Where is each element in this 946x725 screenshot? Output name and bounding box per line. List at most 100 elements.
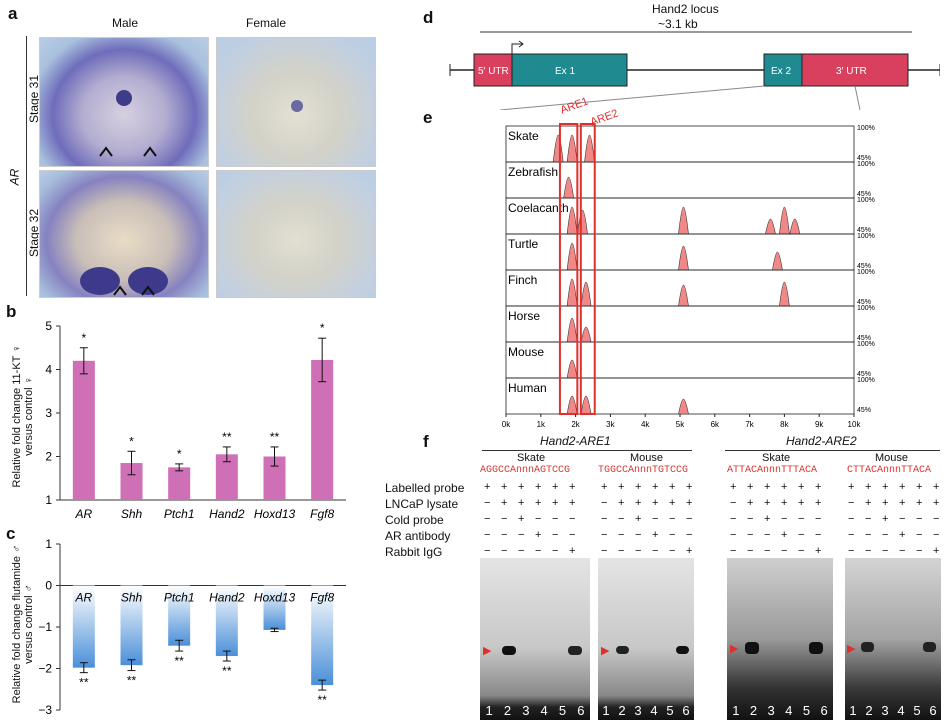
conservation-peak: [563, 176, 574, 199]
plusminus-cell: +: [618, 481, 625, 493]
conservation-peak: [765, 218, 776, 235]
gene-ar-label: AR: [7, 168, 22, 186]
plusminus-cell: +: [882, 481, 889, 493]
pct-high-label: 100%: [857, 269, 875, 276]
pct-high-label: 100%: [857, 197, 875, 204]
plusminus-cell: +: [933, 497, 940, 509]
bar: [72, 360, 95, 500]
significance-mark: **: [174, 654, 184, 668]
species-label: Horse: [508, 309, 540, 323]
plusminus-cell: −: [569, 513, 576, 525]
category-label: Hoxd13: [254, 507, 296, 521]
lane-number: 6: [682, 703, 690, 718]
plusminus-cell: −: [916, 529, 923, 541]
species-track: [505, 161, 855, 199]
plusminus-cell: +: [747, 481, 754, 493]
probe-seq-4: CTTACAnnnTTACA: [847, 465, 932, 476]
significance-mark: **: [317, 693, 327, 707]
group2-title: Hand2-ARE2: [786, 434, 857, 448]
plusminus-cell: −: [747, 545, 754, 557]
group1-title: Hand2-ARE1: [540, 434, 611, 448]
bar: [215, 454, 238, 500]
panel-label-d: d: [423, 8, 434, 27]
lane-number: 4: [897, 703, 905, 718]
bar: [72, 585, 95, 668]
plusminus-cell: +: [781, 529, 788, 541]
band-lane6: [923, 642, 936, 652]
group1-rule: [482, 450, 692, 451]
plusminus-cell: −: [601, 513, 608, 525]
plusminus-cell: −: [848, 529, 855, 541]
exon-label-ex2: Ex 2: [771, 66, 792, 77]
band-arrow: ▶: [847, 643, 856, 655]
pct-low-label: 45%: [857, 155, 871, 162]
band-lane2: [616, 646, 629, 654]
significance-mark: **: [79, 676, 89, 690]
row-label-cold-probe: Cold probe: [385, 513, 444, 527]
plusminus-cell: +: [933, 481, 940, 493]
plusminus-cell: +: [798, 481, 805, 493]
plusminus-cell: +: [815, 497, 822, 509]
plusminus-cell: +: [781, 497, 788, 509]
x-tick-label: 7k: [745, 420, 754, 429]
significance-mark: **: [222, 430, 232, 444]
plusminus-cell: +: [518, 497, 525, 509]
bar: [120, 585, 143, 666]
plusminus-cell: −: [916, 545, 923, 557]
exon-label-ex1: Ex 1: [555, 66, 576, 77]
plusminus-cell: +: [882, 513, 889, 525]
plusminus-cell: +: [865, 497, 872, 509]
plusminus-cell: −: [618, 513, 625, 525]
y-tick-label: 5: [45, 319, 52, 333]
panel-a-bracket: [26, 36, 27, 296]
category-label: Fgf8: [310, 507, 334, 521]
plusminus-cell: +: [535, 497, 542, 509]
male-column-label: Male: [112, 16, 139, 30]
significance-mark: **: [270, 430, 280, 444]
photo-male-stage31: [39, 37, 209, 167]
conservation-peak: [566, 395, 578, 415]
plusminus-cell: +: [669, 481, 676, 493]
plusminus-cell: +: [899, 481, 906, 493]
conservation-peak: [678, 245, 689, 271]
band-lane2: [745, 642, 759, 654]
conservation-peak: [678, 398, 689, 415]
plusminus-cell: −: [484, 513, 491, 525]
conservation-peak: [566, 242, 578, 271]
plusminus-cell: −: [865, 513, 872, 525]
plusminus-cell: +: [933, 545, 940, 557]
panel-label-f: f: [423, 432, 429, 451]
x-tick-label: 3k: [606, 420, 615, 429]
bar: [311, 359, 334, 500]
plusminus-cell: +: [552, 497, 559, 509]
plusminus-cell: +: [686, 481, 693, 493]
plusminus-cell: −: [618, 545, 625, 557]
chart-b: 1 2 3 4 5 * AR * Shh * Ptch1 ** Hand2 ** Hoxd13 * Fgf8: [45, 319, 346, 521]
bar: [168, 467, 191, 500]
conservation-plot: Skate100%45%Zebrafish100%45%Coelacanth10…: [502, 123, 875, 429]
plusminus-cell: −: [618, 529, 625, 541]
category-label: Hand2: [209, 507, 245, 521]
row-label-labelled-probe: Labelled probe: [385, 481, 465, 495]
pct-low-label: 45%: [857, 371, 871, 378]
plusminus-cell: −: [518, 545, 525, 557]
y-tick-label: 4: [45, 363, 52, 377]
x-tick-label: 1k: [537, 420, 546, 429]
plusminus-cell: +: [652, 497, 659, 509]
plusminus-cell: −: [652, 545, 659, 557]
band-lane6: [568, 646, 582, 655]
lane-number: 2: [618, 703, 626, 718]
row-label-rabbit-igg: Rabbit IgG: [385, 545, 443, 559]
conservation-peak: [566, 206, 578, 235]
plusminus-cell: −: [730, 545, 737, 557]
plusminus-cell: +: [916, 481, 923, 493]
panel-label-b: b: [6, 302, 17, 321]
lane-number: 5: [666, 703, 674, 718]
plusminus-cell: +: [899, 497, 906, 509]
plusminus-cell: −: [899, 545, 906, 557]
significance-mark: **: [127, 674, 137, 688]
plusminus-cell: −: [635, 545, 642, 557]
f-species-2: Mouse: [630, 452, 664, 464]
